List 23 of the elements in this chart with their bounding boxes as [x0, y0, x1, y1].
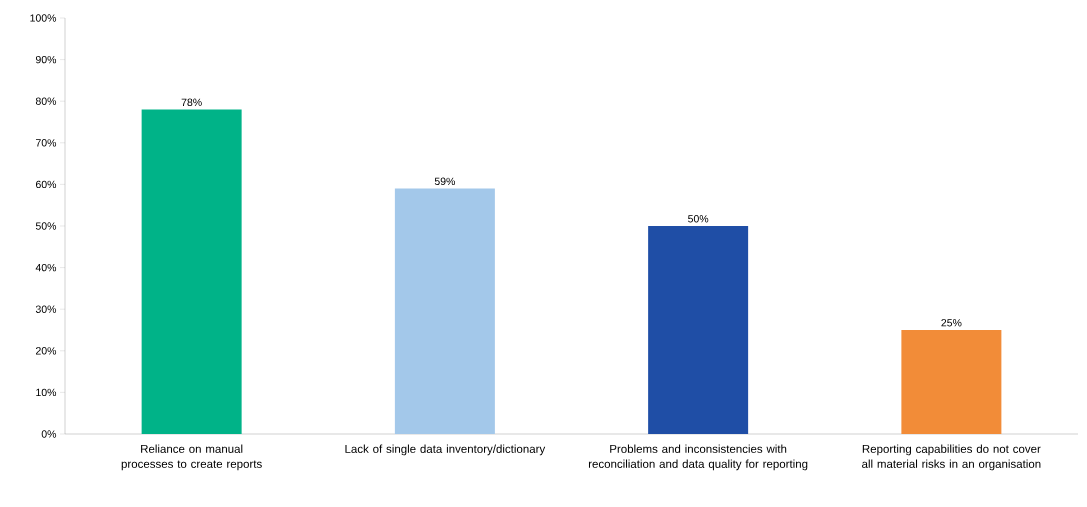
bar: [141, 109, 242, 434]
y-tick-label: 20%: [35, 347, 57, 355]
y-tick-label: 90%: [35, 55, 57, 64]
bar: [648, 226, 749, 434]
x-tick-label: Reliance on manual processes to create reports: [121, 444, 262, 471]
y-tick-label: 100%: [30, 14, 57, 22]
x-tick-label: Problems and inconsistencies with reconciliation and data quality for reporting: [588, 444, 808, 471]
y-tick-label: 10%: [36, 388, 57, 397]
data-label: 50%: [688, 215, 709, 223]
y-tick-label: 30%: [35, 305, 57, 313]
data-label: 59%: [434, 177, 455, 186]
y-tick-label: 70%: [35, 139, 57, 147]
y-tick-label: 0%: [41, 430, 57, 438]
data-label: 25%: [941, 319, 962, 327]
y-tick-label: 80%: [35, 97, 57, 105]
bar: [394, 188, 495, 434]
x-tick-label: Reporting capabilities do not cover all material risks in an organisation: [862, 444, 1041, 471]
y-tick-label: 50%: [35, 222, 57, 230]
bar: [901, 330, 1002, 434]
data-label: 78%: [181, 98, 202, 106]
y-tick-label: 60%: [35, 180, 57, 189]
y-tick-label: 40%: [35, 263, 57, 272]
x-tick-label: Lack of single data inventory/dictionary: [345, 444, 546, 456]
